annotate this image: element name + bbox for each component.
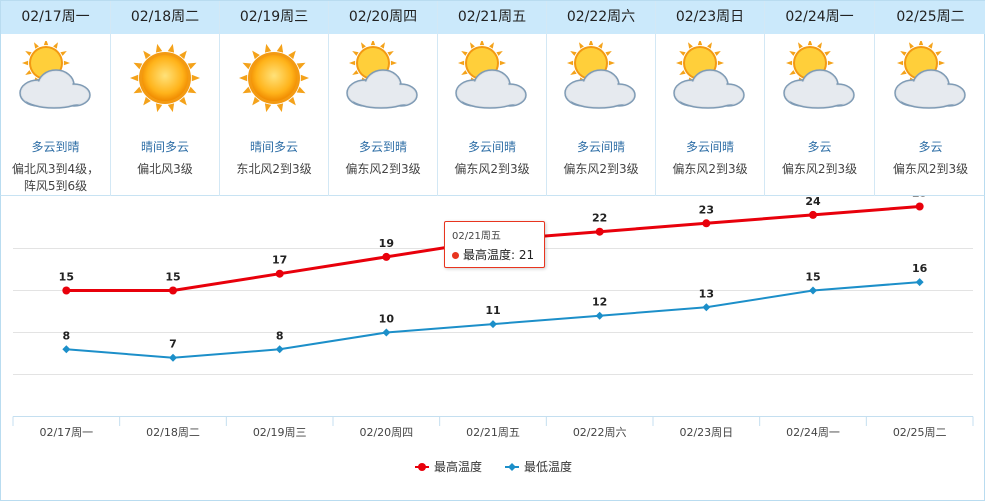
data-label: 19	[379, 237, 394, 250]
tooltip-dot-icon	[452, 252, 459, 259]
data-point	[275, 269, 284, 278]
sun-cloud-icon	[343, 39, 423, 113]
forecast-date: 02/24周一	[765, 1, 874, 34]
sun-icon	[234, 41, 314, 113]
legend-marker	[508, 463, 516, 471]
data-label: 8	[63, 329, 71, 342]
series-line-1	[66, 281, 920, 359]
forecast-date: 02/19周三	[220, 1, 328, 34]
data-label: 10	[379, 313, 395, 326]
forecast-day-8: 02/25周二多云偏东风2到3级	[875, 1, 985, 196]
data-label: 15	[165, 271, 180, 284]
data-label: 16	[912, 262, 928, 275]
data-point	[275, 345, 284, 354]
tooltip-value: 最高温度: 21	[452, 246, 537, 263]
data-point	[809, 286, 817, 295]
data-label: 13	[699, 287, 714, 300]
x-tick-label: 02/23周日	[679, 426, 733, 439]
wind-info: 偏东风2到3级	[454, 162, 530, 176]
data-point	[62, 345, 71, 354]
weather-description: 多云	[918, 140, 943, 154]
forecast-day-4: 02/21周五多云间晴偏东风2到3级	[438, 1, 547, 196]
data-point	[169, 286, 177, 295]
wind-info: 偏东风2到3级	[781, 162, 858, 176]
sun-cloud-icon	[16, 39, 96, 113]
tooltip-label: 最高温度: 21	[463, 248, 535, 262]
legend-marker	[418, 463, 426, 471]
forecast-panel: 02/17周一 多云到晴 偏北风3到4级，阵风5到6级 02/18周二 晴间多云 偏北风3…	[0, 0, 985, 196]
data-label: 24	[805, 196, 821, 208]
data-point	[595, 311, 604, 320]
data-label: 11	[485, 304, 500, 317]
x-tick-label: 02/21周五	[466, 426, 520, 439]
x-tick-label: 02/18周二	[146, 426, 200, 439]
weather-description: 多云到晴	[358, 140, 407, 154]
forecast-date: 02/21周五	[438, 1, 546, 34]
data-point	[809, 210, 817, 219]
forecast-date: 02/17周一	[1, 1, 110, 34]
x-tick-label: 02/19周三	[253, 426, 307, 439]
data-point	[595, 227, 604, 236]
wind-info: 偏北风3到4级，阵风5到6级	[11, 162, 100, 193]
data-point	[382, 252, 391, 261]
data-point	[702, 303, 711, 312]
tooltip-date: 02/21周五	[452, 231, 501, 242]
data-label: 25	[912, 196, 927, 200]
weather-description: 多云间晴	[576, 140, 625, 154]
data-label: 7	[169, 338, 177, 351]
data-point	[382, 328, 391, 337]
wind-info: 偏东风2到3级	[563, 162, 639, 176]
forecast-day-1: 02/18周二晴间多云偏北风3级	[111, 1, 220, 196]
forecast-day-3: 02/20周四多云到晴偏东风2到3级	[329, 1, 438, 196]
weather-description: 多云	[807, 140, 832, 154]
forecast-day-7: 02/24周一多云偏东风2到3级	[765, 1, 875, 196]
sun-cloud-icon	[891, 39, 971, 113]
legend-label: 最高温度	[434, 459, 482, 474]
forecast-date: 02/22周六	[547, 1, 655, 34]
weather-description: 多云到晴	[31, 140, 80, 154]
sun-cloud-icon	[561, 39, 641, 113]
forecast-date: 02/25周二	[875, 1, 985, 34]
forecast-day-0: 02/17周一多云到晴偏北风3到4级，阵风5到6级	[1, 1, 111, 196]
forecast-date: 02/18周二	[111, 1, 219, 34]
data-point	[169, 353, 177, 362]
data-label: 15	[805, 271, 820, 284]
data-label: 22	[592, 212, 607, 225]
forecast-day-5: 02/22周六多云间晴偏东风2到3级	[547, 1, 656, 196]
data-label: 17	[272, 254, 287, 267]
x-tick-label: 02/24周一	[786, 426, 840, 439]
data-point	[915, 278, 924, 287]
legend-label: 最低温度	[524, 459, 572, 474]
weather-description: 晴间多云	[140, 140, 189, 154]
x-tick-label: 02/20周四	[359, 426, 413, 439]
chart-tooltip: 02/21周五 最高温度: 21	[444, 221, 545, 268]
sun-icon	[125, 41, 205, 113]
wind-info: 偏东风2到3级	[892, 162, 969, 176]
sun-cloud-icon	[452, 39, 532, 113]
sun-cloud-icon	[780, 39, 860, 113]
forecast-date: 02/23周日	[656, 1, 764, 34]
data-label: 15	[59, 271, 74, 284]
data-label: 23	[699, 203, 714, 216]
wind-info: 偏东风2到3级	[672, 162, 748, 176]
data-point	[702, 219, 711, 228]
x-tick-label: 02/22周六	[573, 426, 627, 439]
data-label: 12	[592, 296, 607, 309]
data-point	[915, 202, 924, 211]
weather-description: 多云间晴	[685, 140, 734, 154]
wind-info: 东北风2到3级	[236, 162, 312, 176]
wind-info: 偏东风2到3级	[345, 162, 421, 176]
sun-cloud-icon	[670, 39, 750, 113]
forecast-date: 02/20周四	[329, 1, 437, 34]
wind-info: 偏北风3级	[137, 162, 193, 176]
forecast-day-2: 02/19周三晴间多云东北风2到3级	[220, 1, 329, 196]
weather-description: 多云间晴	[467, 140, 516, 154]
data-label: 8	[276, 329, 284, 342]
weather-description: 晴间多云	[249, 140, 298, 154]
data-point	[62, 286, 71, 295]
x-tick-label: 02/25周二	[893, 426, 947, 439]
forecast-day-6: 02/23周日多云间晴偏东风2到3级	[656, 1, 765, 196]
data-point	[489, 320, 497, 329]
x-tick-label: 02/17周一	[39, 426, 93, 439]
